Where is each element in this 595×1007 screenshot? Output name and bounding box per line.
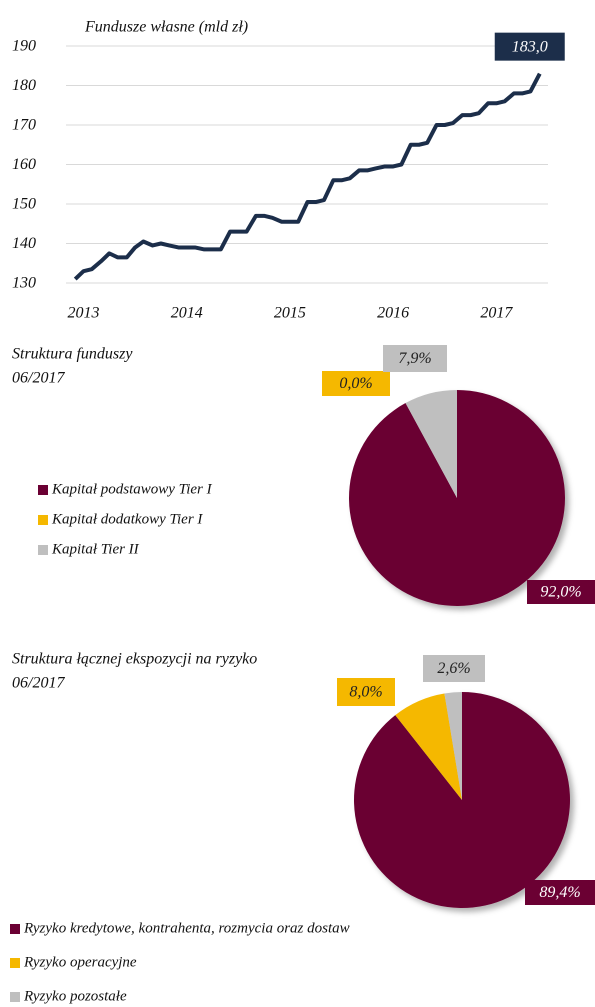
value-label: 8,0% <box>349 684 382 701</box>
x-tick-label: 2017 <box>480 305 513 322</box>
value-label-box <box>525 880 595 905</box>
y-tick-label: 130 <box>12 275 36 292</box>
legend-label: Ryzyko operacyjne <box>23 954 137 970</box>
y-tick-label: 150 <box>12 196 36 213</box>
y-tick-label: 140 <box>12 235 36 252</box>
value-label: 89,4% <box>539 884 580 901</box>
pie-slice <box>444 692 462 800</box>
value-label: 92,0% <box>540 584 581 601</box>
x-tick-label: 2014 <box>171 305 203 322</box>
value-label-box <box>423 655 485 682</box>
value-label: 0,0% <box>339 375 372 392</box>
legend-label: Ryzyko pozostałe <box>23 988 127 1004</box>
legend-label: Kapitał podstawowy Tier I <box>51 481 213 497</box>
x-tick-label: 2015 <box>274 305 306 322</box>
legend-label: Kapitał dodatkowy Tier I <box>51 511 203 527</box>
pie-slice <box>405 390 457 498</box>
chart-subtitle: 06/2017 <box>12 370 65 387</box>
value-label: 2,6% <box>437 660 470 677</box>
legend-swatch <box>10 992 20 1002</box>
legend-label: Ryzyko kredytowe, kontrahenta, rozmycia … <box>23 920 350 936</box>
value-label-box <box>383 345 447 372</box>
y-tick-label: 180 <box>12 77 36 94</box>
legend-swatch <box>10 958 20 968</box>
chart-title: Struktura łącznej ekspozycji na ryzyko <box>12 651 257 668</box>
value-label-box <box>527 580 595 604</box>
value-label-box <box>337 678 395 706</box>
legend-swatch <box>38 485 48 495</box>
value-label-box <box>322 371 390 396</box>
pie-slice <box>395 693 462 800</box>
line <box>73 72 542 281</box>
chart-title: Struktura funduszy <box>12 346 133 363</box>
legend-swatch <box>10 924 20 934</box>
value-label-box <box>494 32 565 61</box>
x-tick-label: 2016 <box>377 305 409 322</box>
legend-swatch <box>38 515 48 525</box>
pie <box>354 692 570 908</box>
legend-swatch <box>38 545 48 555</box>
chart-subtitle: 06/2017 <box>12 675 65 692</box>
chart-title: Fundusze własne (mld zł) <box>84 19 248 36</box>
y-tick-label: 190 <box>12 38 36 55</box>
value-label: 183,0 <box>512 38 548 55</box>
pie <box>349 390 565 606</box>
y-tick-label: 170 <box>12 117 36 134</box>
value-label: 7,9% <box>398 350 431 367</box>
legend-label: Kapitał Tier II <box>51 541 140 557</box>
x-tick-label: 2013 <box>67 305 99 322</box>
y-tick-label: 160 <box>12 156 36 173</box>
